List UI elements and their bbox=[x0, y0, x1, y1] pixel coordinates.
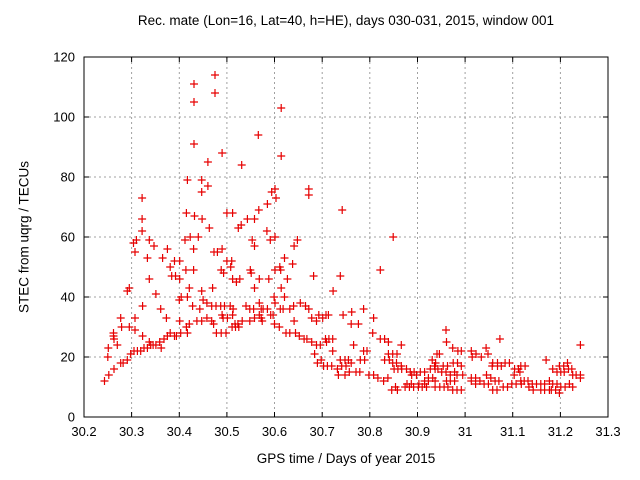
chart-title: Rec. mate (Lon=16, Lat=40, h=HE), days 0… bbox=[137, 13, 555, 28]
x-tick-label: 30.6 bbox=[262, 424, 287, 439]
y-tick-label: 20 bbox=[61, 350, 75, 365]
y-tick-label: 60 bbox=[61, 230, 75, 245]
y-tick-label: 0 bbox=[68, 410, 75, 425]
y-tick-label: 100 bbox=[53, 110, 75, 125]
scatter-points bbox=[100, 71, 585, 397]
x-tick-label: 30.7 bbox=[310, 424, 335, 439]
x-tick-label: 30.8 bbox=[357, 424, 382, 439]
y-tick-label: 80 bbox=[61, 170, 75, 185]
x-axis-label: GPS time / Days of year 2015 bbox=[256, 451, 436, 466]
x-tick-label: 31.1 bbox=[500, 424, 525, 439]
x-tick-label: 31.3 bbox=[595, 424, 620, 439]
plot-border bbox=[83, 56, 609, 418]
x-tick-label: 30.4 bbox=[167, 424, 192, 439]
x-tick-label: 30.3 bbox=[119, 424, 144, 439]
x-tick-label: 30.9 bbox=[405, 424, 430, 439]
x-tick-label: 31 bbox=[458, 424, 472, 439]
x-tick-label: 31.2 bbox=[548, 424, 573, 439]
y-tick-label: 40 bbox=[61, 290, 75, 305]
x-tick-label: 30.2 bbox=[71, 424, 96, 439]
x-tick-label: 30.5 bbox=[214, 424, 239, 439]
y-tick-label: 120 bbox=[53, 50, 75, 65]
